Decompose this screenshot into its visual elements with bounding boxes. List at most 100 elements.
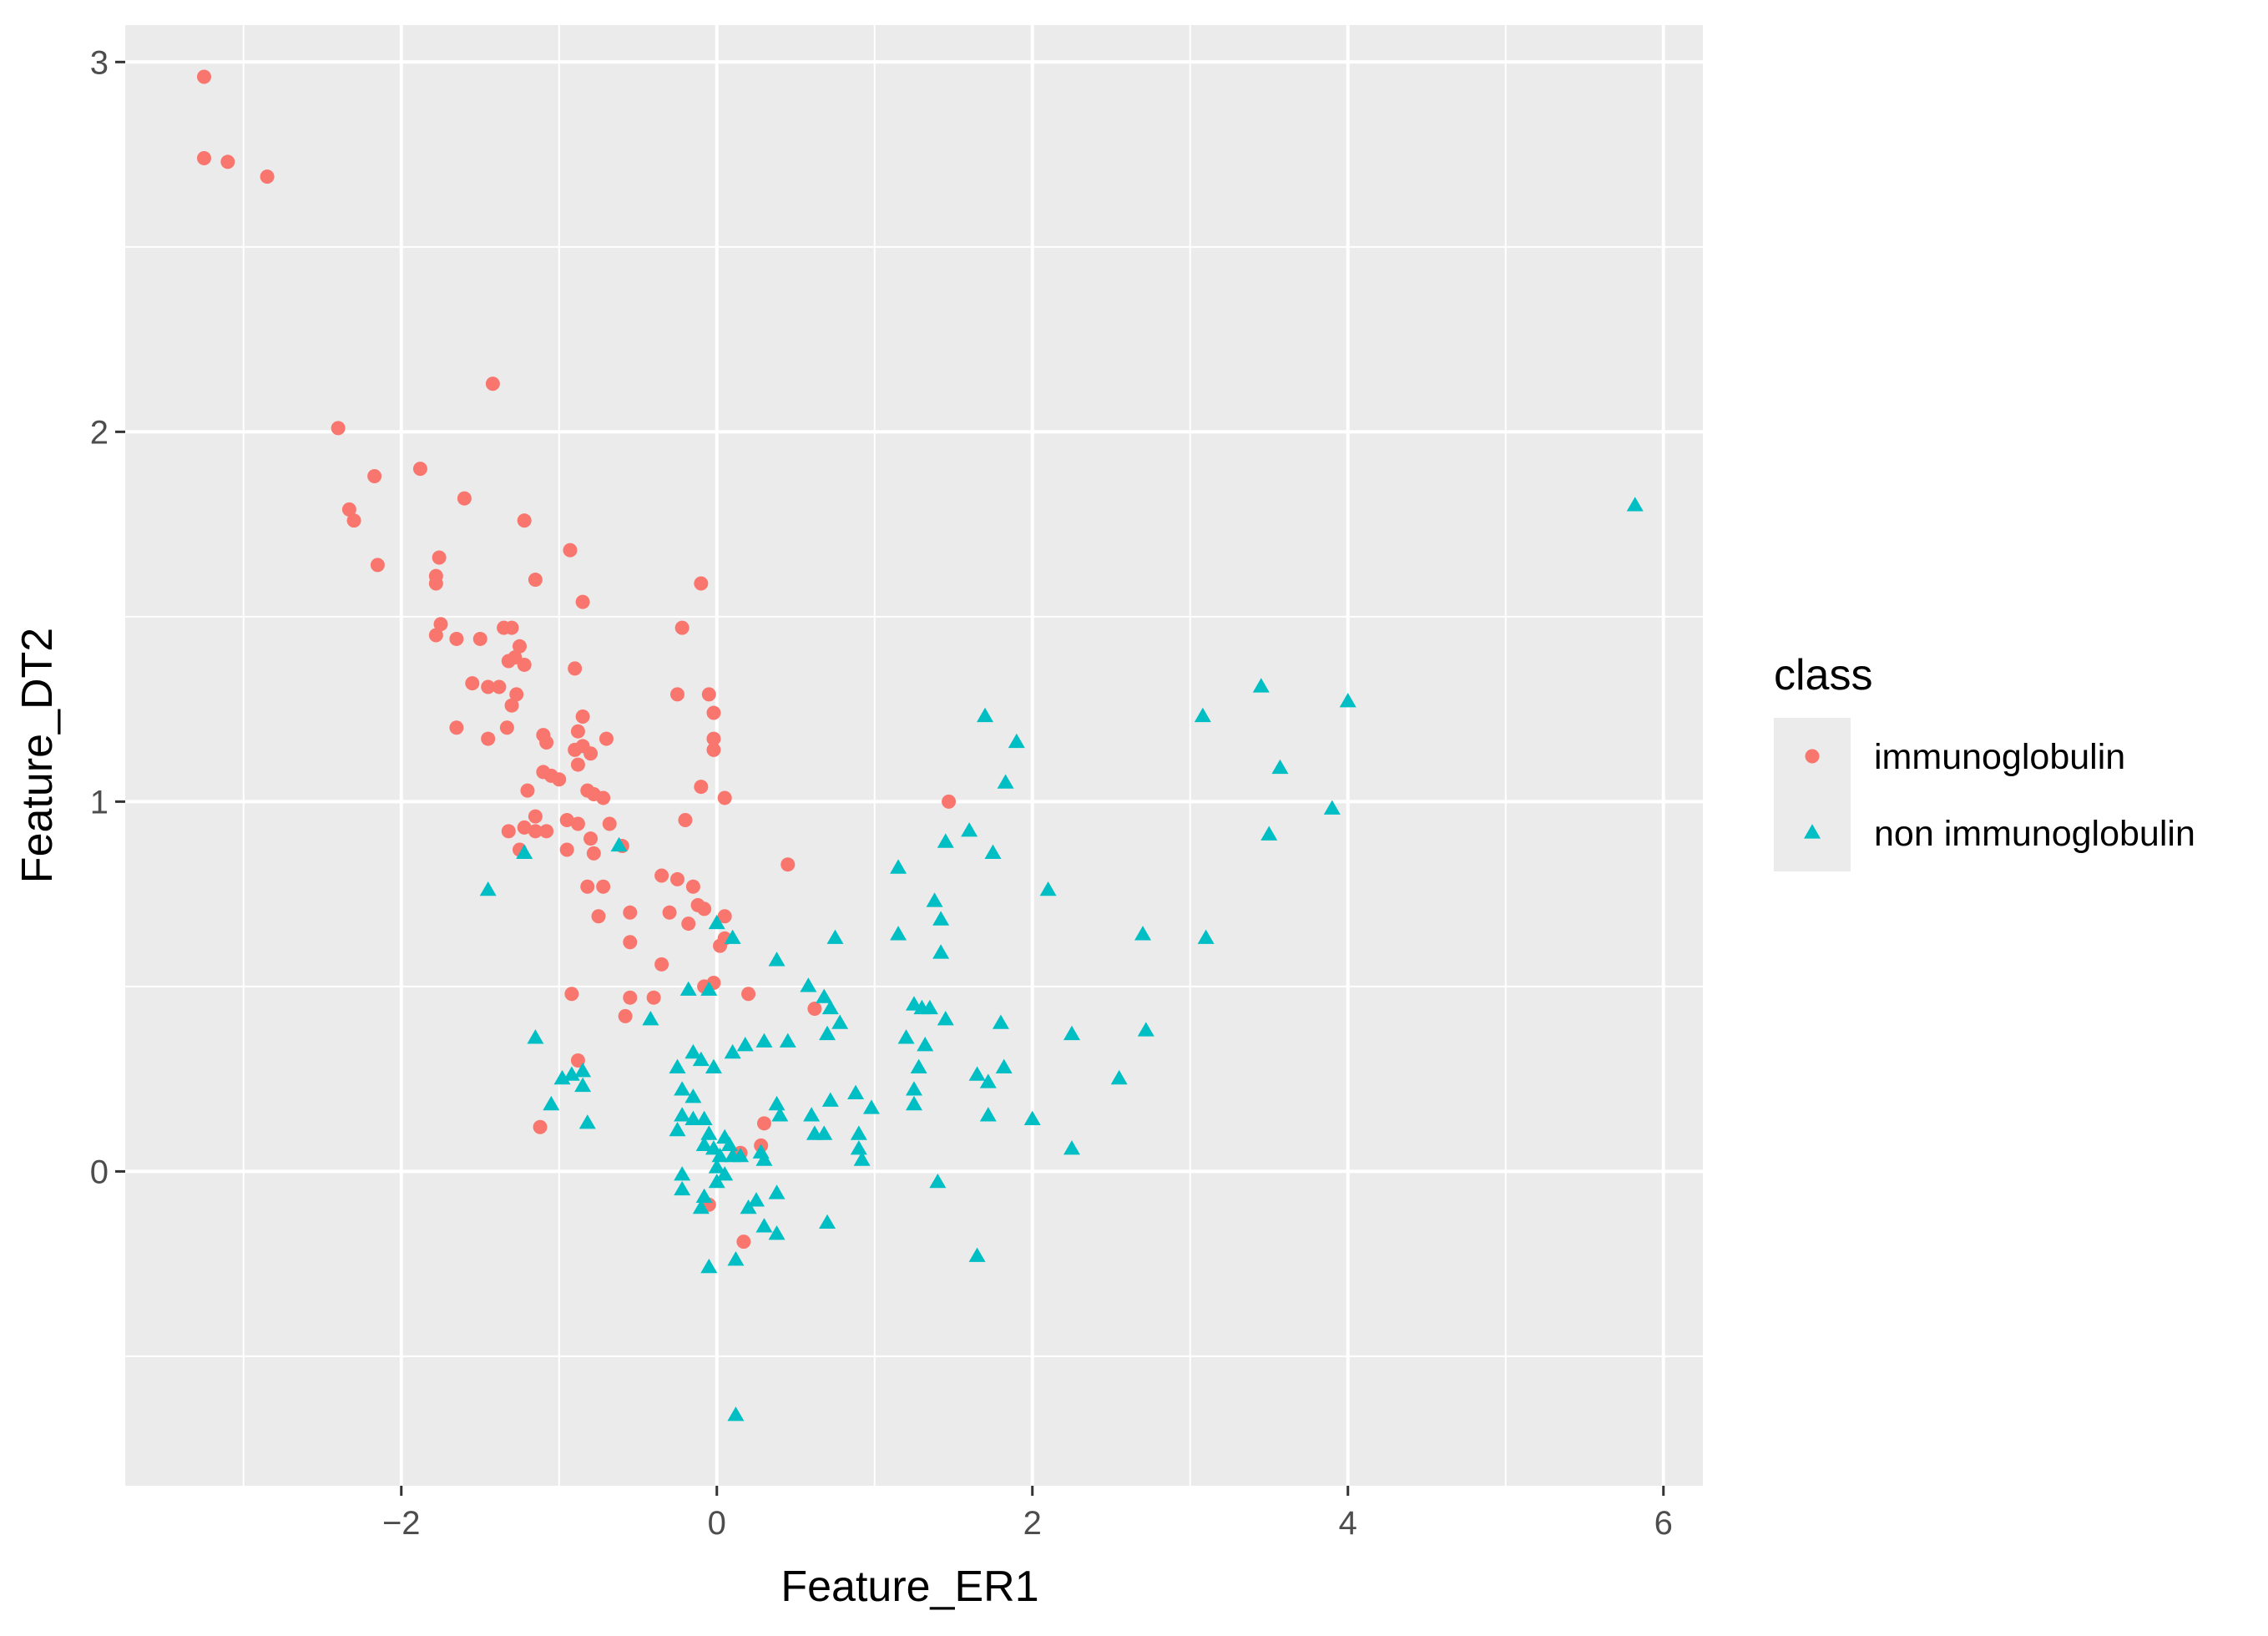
data-point-immunoglobulin xyxy=(681,916,696,932)
data-point-immunoglobulin xyxy=(654,957,669,972)
data-point-immunoglobulin xyxy=(713,938,728,953)
data-point-immunoglobulin xyxy=(575,709,590,724)
data-point-non-immunoglobulin xyxy=(937,833,954,848)
data-point-immunoglobulin xyxy=(701,687,716,702)
data-point-non-immunoglobulin xyxy=(937,1011,954,1026)
data-point-non-immunoglobulin xyxy=(992,1014,1009,1029)
data-point-immunoglobulin xyxy=(570,724,585,739)
data-point-non-immunoglobulin xyxy=(847,1084,865,1099)
data-point-immunoglobulin xyxy=(449,720,464,735)
data-point-non-immunoglobulin xyxy=(716,1166,734,1181)
data-point-immunoglobulin xyxy=(501,824,516,839)
data-point-non-immunoglobulin xyxy=(553,1069,571,1085)
data-point-non-immunoglobulin xyxy=(674,1107,691,1122)
data-point-immunoglobulin xyxy=(428,628,443,643)
data-point-immunoglobulin xyxy=(559,842,574,857)
y-tick-labels: 0 1 2 3 xyxy=(90,44,109,1190)
x-tick-labels: −2 0 2 4 6 xyxy=(382,1505,1673,1542)
data-point-immunoglobulin xyxy=(570,816,585,831)
data-point-non-immunoglobulin xyxy=(724,929,741,944)
data-point-immunoglobulin xyxy=(623,935,638,950)
data-point-immunoglobulin xyxy=(646,990,661,1005)
data-point-immunoglobulin xyxy=(570,757,585,772)
data-point-immunoglobulin xyxy=(586,846,601,861)
data-point-immunoglobulin xyxy=(717,790,732,805)
data-point-immunoglobulin xyxy=(533,1119,548,1134)
data-point-non-immunoglobulin xyxy=(748,1192,765,1207)
data-point-non-immunoglobulin xyxy=(906,1081,922,1096)
legend-label-immunoglobulin: immunoglobulin xyxy=(1874,737,2125,777)
data-point-immunoglobulin xyxy=(596,790,611,805)
data-point-non-immunoglobulin xyxy=(755,1151,773,1166)
data-point-non-immunoglobulin xyxy=(977,707,994,723)
data-point-non-immunoglobulin xyxy=(1063,1025,1080,1041)
data-point-immunoglobulin xyxy=(706,742,721,757)
data-point-non-immunoglobulin xyxy=(995,1058,1013,1073)
data-point-immunoglobulin xyxy=(559,813,574,828)
data-point-immunoglobulin xyxy=(654,868,669,883)
y-tick-label: 1 xyxy=(90,784,109,821)
data-point-immunoglobulin xyxy=(472,631,487,646)
y-tick-label: 2 xyxy=(90,414,109,451)
data-point-non-immunoglobulin xyxy=(803,1107,821,1122)
data-point-non-immunoglobulin xyxy=(917,1037,934,1052)
data-point-immunoglobulin xyxy=(575,594,590,609)
data-point-immunoglobulin xyxy=(520,783,535,798)
data-point-immunoglobulin xyxy=(449,631,464,646)
data-point-non-immunoglobulin xyxy=(692,1051,710,1067)
data-point-non-immunoglobulin xyxy=(578,1114,596,1129)
data-point-non-immunoglobulin xyxy=(979,1073,997,1088)
data-point-immunoglobulin xyxy=(570,1053,585,1068)
data-point-immunoglobulin xyxy=(499,720,514,735)
data-point-immunoglobulin xyxy=(528,573,543,588)
data-point-non-immunoglobulin xyxy=(932,944,950,959)
data-points xyxy=(197,69,1644,1421)
data-point-non-immunoglobulin xyxy=(997,774,1014,789)
x-tick-label: 0 xyxy=(708,1505,726,1542)
data-point-immunoglobulin xyxy=(465,676,480,691)
data-point-immunoglobulin xyxy=(260,169,275,184)
data-point-non-immunoglobulin xyxy=(819,1025,836,1041)
data-point-non-immunoglobulin xyxy=(711,1147,729,1163)
data-point-non-immunoglobulin xyxy=(1197,929,1215,944)
data-point-non-immunoglobulin xyxy=(821,1092,839,1107)
data-point-non-immunoglobulin xyxy=(674,1180,691,1196)
legend-key-immunoglobulin xyxy=(1805,749,1820,764)
data-point-non-immunoglobulin xyxy=(1134,926,1152,941)
data-point-immunoglobulin xyxy=(678,813,693,828)
data-point-non-immunoglobulin xyxy=(1626,497,1644,512)
data-point-immunoglobulin xyxy=(564,987,579,1002)
data-point-immunoglobulin xyxy=(694,576,709,591)
data-point-non-immunoglobulin xyxy=(695,1136,713,1151)
data-point-non-immunoglobulin xyxy=(1194,707,1211,723)
data-point-non-immunoglobulin xyxy=(610,836,628,852)
data-point-immunoglobulin xyxy=(501,654,516,669)
data-point-non-immunoglobulin xyxy=(543,1095,560,1111)
axis-ticks xyxy=(115,60,1665,1496)
data-point-non-immunoglobulin xyxy=(926,892,943,907)
data-point-non-immunoglobulin xyxy=(727,1251,745,1266)
data-point-non-immunoglobulin xyxy=(692,1199,710,1214)
data-point-non-immunoglobulin xyxy=(516,844,533,859)
data-point-non-immunoglobulin xyxy=(679,981,697,996)
data-point-non-immunoglobulin xyxy=(700,1125,718,1140)
data-point-non-immunoglobulin xyxy=(929,1173,947,1189)
data-point-non-immunoglobulin xyxy=(708,1173,725,1189)
data-point-immunoglobulin xyxy=(481,679,496,694)
data-point-immunoglobulin xyxy=(568,661,583,676)
data-point-non-immunoglobulin xyxy=(961,822,978,837)
data-point-non-immunoglobulin xyxy=(755,1033,773,1048)
data-point-non-immunoglobulin xyxy=(768,1224,785,1240)
data-point-immunoglobulin xyxy=(509,687,524,702)
data-point-immunoglobulin xyxy=(623,990,638,1005)
data-point-immunoglobulin xyxy=(706,705,721,720)
legend-key-non-immunoglobulin xyxy=(1804,824,1821,839)
data-point-non-immunoglobulin xyxy=(727,1406,745,1421)
data-point-immunoglobulin xyxy=(599,731,614,746)
data-point-non-immunoglobulin xyxy=(527,1029,544,1044)
data-point-non-immunoglobulin xyxy=(684,1110,702,1125)
data-point-immunoglobulin xyxy=(433,617,448,632)
data-point-immunoglobulin xyxy=(623,905,638,920)
data-point-immunoglobulin xyxy=(697,901,712,916)
data-point-immunoglobulin xyxy=(583,746,599,761)
